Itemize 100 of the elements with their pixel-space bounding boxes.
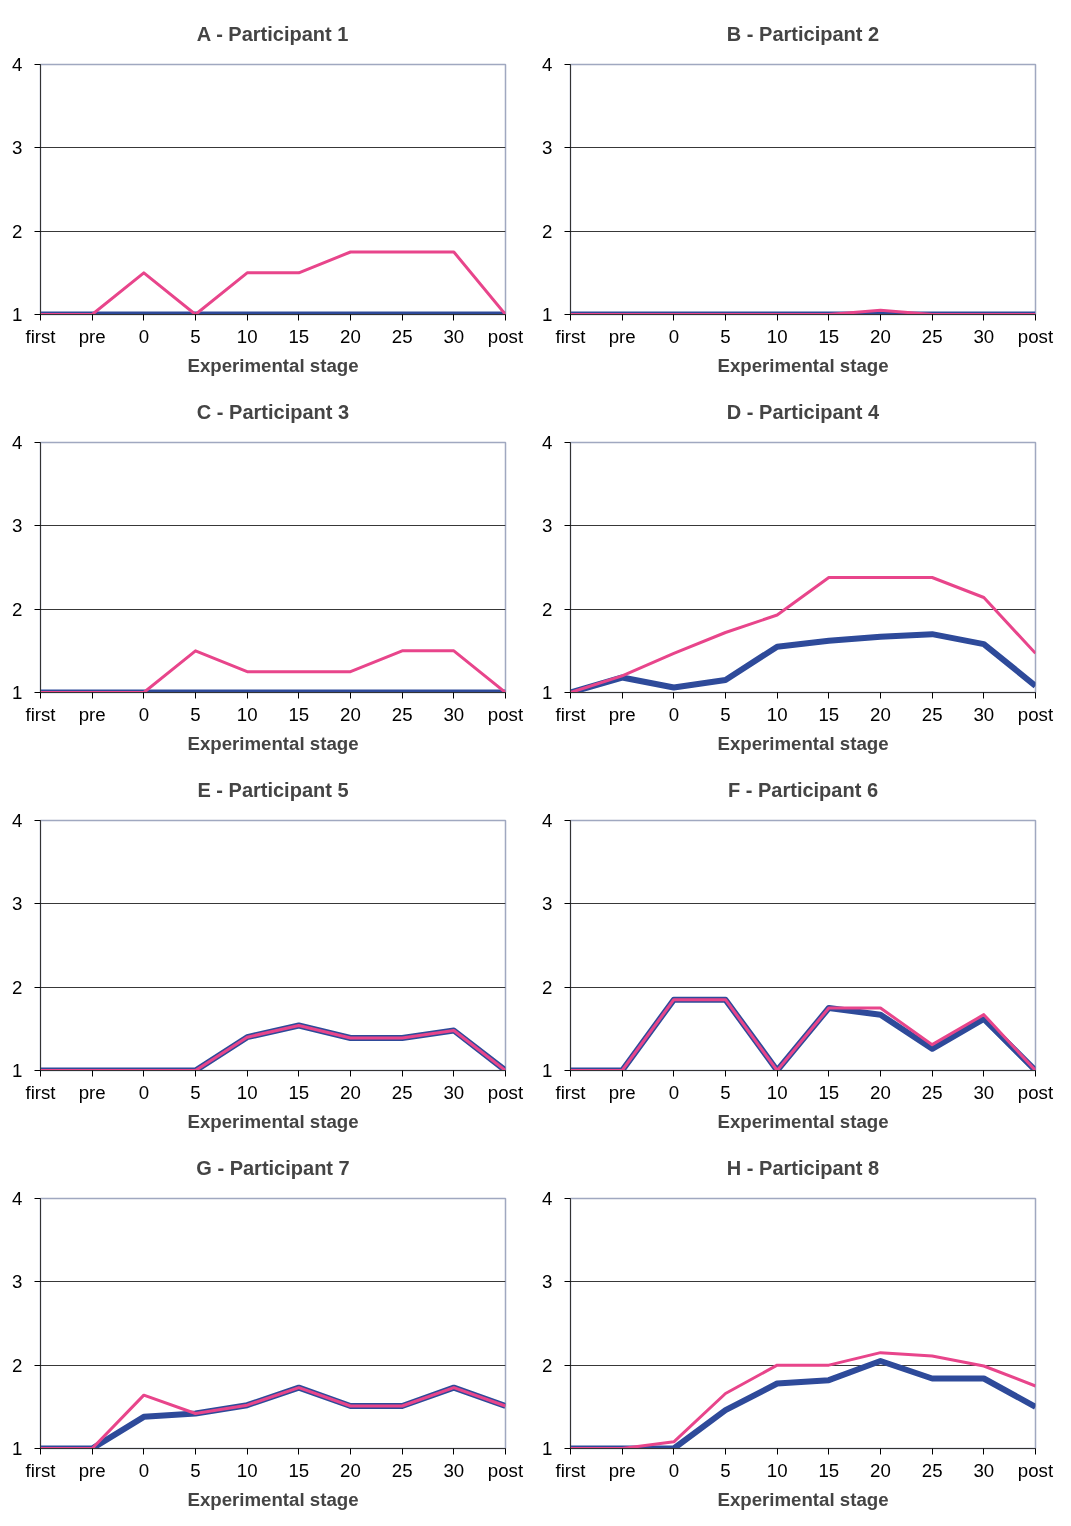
- x-tick-label: 20: [870, 325, 891, 347]
- y-tick-label: 2: [12, 598, 23, 620]
- x-tick-label: 0: [138, 325, 150, 347]
- y-tick-label: 1: [12, 1060, 23, 1081]
- x-tick-label: 10: [766, 325, 788, 347]
- y-tick-label: 1: [12, 1438, 23, 1459]
- x-tick-label: 20: [340, 703, 361, 725]
- y-tick-label: 2: [12, 1354, 23, 1376]
- x-tick-label: 10: [766, 1081, 788, 1103]
- x-tick-label: 15: [288, 325, 310, 347]
- y-tick-label: 1: [12, 682, 23, 703]
- x-tick-label: 10: [236, 1081, 258, 1103]
- x-axis-title: Experimental stage: [717, 354, 889, 376]
- x-tick-label: 10: [236, 325, 258, 347]
- x-tick-label: 10: [766, 1459, 788, 1481]
- x-tick-label: first: [25, 325, 57, 347]
- x-tick-label: 25: [921, 703, 943, 725]
- x-tick-label: 30: [443, 1459, 465, 1481]
- x-tick-label: 0: [668, 1081, 680, 1103]
- x-tick-label: 25: [391, 325, 413, 347]
- x-tick-label: pre: [78, 1081, 106, 1103]
- x-tick-label: post: [487, 325, 524, 347]
- y-tick-label: 3: [542, 1271, 553, 1293]
- x-tick-label: 0: [138, 703, 150, 725]
- x-tick-label: 30: [973, 703, 995, 725]
- x-axis-title: Experimental stage: [187, 1488, 359, 1510]
- x-tick-label: first: [25, 1459, 57, 1481]
- x-tick-label: 5: [190, 1459, 201, 1481]
- x-tick-label: first: [555, 325, 587, 347]
- x-tick-label: 15: [288, 1081, 310, 1103]
- x-tick-label: 20: [870, 703, 891, 725]
- x-tick-label: 15: [818, 325, 840, 347]
- x-tick-label: first: [555, 703, 587, 725]
- chart-title: C - Participant 3: [196, 400, 350, 423]
- x-tick-label: 30: [973, 325, 995, 347]
- y-tick-label: 4: [12, 432, 23, 453]
- x-tick-label: first: [25, 703, 57, 725]
- x-tick-label: 25: [391, 1459, 413, 1481]
- y-tick-label: 3: [542, 515, 553, 537]
- x-tick-label: first: [25, 1081, 57, 1103]
- y-tick-label: 4: [542, 1188, 553, 1209]
- chart-title: H - Participant 8: [726, 1156, 880, 1179]
- y-tick-label: 1: [542, 682, 553, 703]
- x-tick-label: 0: [668, 1459, 680, 1481]
- y-tick-label: 2: [542, 1354, 553, 1376]
- x-tick-label: pre: [78, 325, 106, 347]
- y-tick-label: 4: [12, 1188, 23, 1209]
- x-axis-title: Experimental stage: [187, 732, 359, 754]
- x-tick-label: 25: [391, 1081, 413, 1103]
- y-tick-label: 3: [12, 515, 23, 537]
- x-tick-label: post: [1017, 325, 1054, 347]
- x-tick-label: 15: [288, 703, 310, 725]
- x-tick-label: post: [487, 703, 524, 725]
- x-tick-label: pre: [608, 703, 636, 725]
- y-tick-label: 3: [542, 137, 553, 159]
- x-axis-title: Experimental stage: [717, 732, 889, 754]
- x-tick-label: 30: [973, 1081, 995, 1103]
- chart-title: A - Participant 1: [196, 22, 349, 45]
- x-tick-label: 10: [236, 703, 258, 725]
- x-tick-label: 5: [190, 703, 201, 725]
- y-tick-label: 1: [542, 1060, 553, 1081]
- x-axis-title: Experimental stage: [717, 1110, 889, 1132]
- x-tick-label: 30: [443, 703, 465, 725]
- x-axis-title: Experimental stage: [187, 1110, 359, 1132]
- y-tick-label: 1: [542, 1438, 553, 1459]
- x-tick-label: first: [555, 1459, 587, 1481]
- x-tick-label: pre: [78, 703, 106, 725]
- y-tick-label: 4: [542, 432, 553, 453]
- x-tick-label: 15: [818, 1459, 840, 1481]
- chart-title: E - Participant 5: [197, 778, 349, 801]
- x-tick-label: post: [1017, 1459, 1054, 1481]
- x-tick-label: pre: [608, 1459, 636, 1481]
- x-tick-label: post: [1017, 1081, 1054, 1103]
- x-tick-label: first: [555, 1081, 587, 1103]
- x-tick-label: 10: [766, 703, 788, 725]
- x-tick-label: 20: [340, 1459, 361, 1481]
- x-tick-label: post: [487, 1081, 524, 1103]
- y-tick-label: 4: [12, 810, 23, 831]
- x-tick-label: 20: [340, 1081, 361, 1103]
- x-tick-label: 15: [818, 703, 840, 725]
- x-tick-label: pre: [608, 325, 636, 347]
- x-tick-label: 30: [443, 325, 465, 347]
- x-tick-label: 30: [443, 1081, 465, 1103]
- x-tick-label: 0: [138, 1459, 150, 1481]
- y-tick-label: 3: [12, 137, 23, 159]
- x-axis-title: Experimental stage: [187, 354, 359, 376]
- x-tick-label: 5: [720, 1459, 731, 1481]
- x-tick-label: 30: [973, 1459, 995, 1481]
- x-tick-label: 20: [870, 1081, 891, 1103]
- chart-title: F - Participant 6: [727, 778, 879, 801]
- x-tick-label: 0: [668, 325, 680, 347]
- x-axis-title: Experimental stage: [717, 1488, 889, 1510]
- x-tick-label: 15: [818, 1081, 840, 1103]
- x-tick-label: 0: [668, 703, 680, 725]
- x-tick-label: 25: [921, 1081, 943, 1103]
- x-tick-label: 20: [870, 1459, 891, 1481]
- y-tick-label: 2: [542, 598, 553, 620]
- x-tick-label: 25: [921, 1459, 943, 1481]
- y-tick-label: 4: [12, 54, 23, 75]
- chart-title: B - Participant 2: [726, 22, 880, 45]
